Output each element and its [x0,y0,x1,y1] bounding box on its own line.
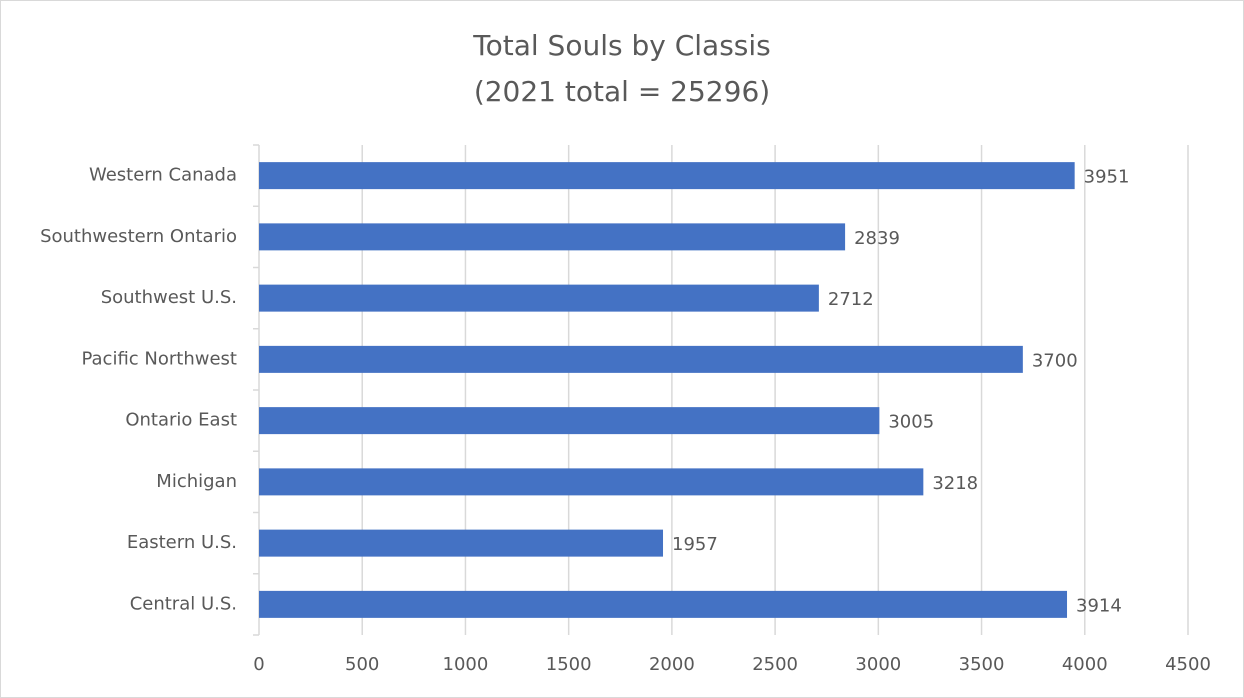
y-tick-label: Pacific Northwest [81,348,237,369]
data-label: 3914 [1076,595,1122,616]
bar [259,529,664,557]
y-tick-label: Ontario East [125,410,237,431]
bar [259,407,880,435]
x-tick-label: 1000 [443,654,489,675]
bar [259,590,1068,618]
data-label: 3700 [1032,350,1078,371]
data-label: 3951 [1084,167,1130,188]
x-tick-label: 4500 [1165,654,1211,675]
y-tick-label: Central U.S. [130,593,237,614]
x-tick-label: 2500 [752,654,798,675]
x-tick-label: 0 [253,654,264,675]
x-tick-label: 4000 [1062,654,1108,675]
x-tick-label: 3000 [855,654,901,675]
y-tick-label: Michigan [156,471,237,492]
x-tick-label: 500 [345,654,379,675]
data-label: 2712 [828,289,874,310]
data-label: 2839 [854,228,900,249]
chart-title: Total Souls by Classis [472,29,771,62]
y-tick-label: Southwest U.S. [101,287,237,308]
bar [259,468,924,496]
chart-subtitle: (2021 total = 25296) [474,75,770,108]
x-tick-label: 2000 [649,654,695,675]
y-tick-label: Western Canada [89,165,237,186]
bar [259,162,1075,190]
data-label: 3218 [932,473,978,494]
y-tick-label: Southwestern Ontario [40,226,237,247]
bar [259,284,819,312]
y-tick-label: Eastern U.S. [127,532,237,553]
data-label: 3005 [888,412,934,433]
data-label: 1957 [672,534,718,555]
x-tick-label: 3500 [959,654,1005,675]
bar [259,223,846,251]
x-tick-label: 1500 [546,654,592,675]
bar [259,345,1023,373]
